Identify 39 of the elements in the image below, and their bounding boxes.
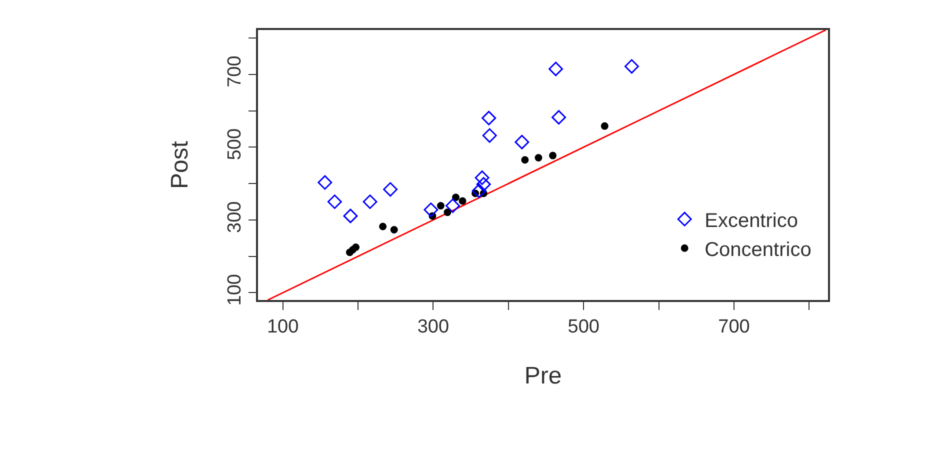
point [482,128,497,143]
point [424,202,438,218]
legend-label: Excentrico [704,210,798,232]
legend-label: Concentrico [704,238,812,261]
point [472,184,486,198]
y-tick-label: 100 [224,274,246,306]
point [548,62,564,76]
point [534,154,542,162]
point [436,202,444,210]
x-tick-label: 500 [568,316,600,338]
point [552,110,566,125]
x-tick-label: 700 [718,316,750,338]
x-axis-title: Pre [524,362,562,390]
point [600,122,608,130]
x-tick-label: 100 [266,316,299,338]
x-tick-label: 300 [417,316,450,338]
point [446,198,460,213]
y-tick-label: 300 [224,201,246,233]
point [521,156,529,164]
point [458,197,466,205]
point [452,194,460,202]
point [379,222,387,230]
point [383,182,398,197]
point [352,243,360,251]
point [549,152,557,160]
point [390,226,398,234]
point [474,170,490,185]
point [514,134,530,150]
point [318,175,332,190]
y-axis-title: Post [166,140,194,190]
point [327,194,342,209]
point [444,208,452,216]
point [362,194,378,209]
point [482,110,496,126]
y-tick-label: 500 [224,128,246,160]
point [624,59,639,74]
point [343,208,358,224]
point [476,177,491,192]
y-tick-label: 700 [224,56,246,88]
